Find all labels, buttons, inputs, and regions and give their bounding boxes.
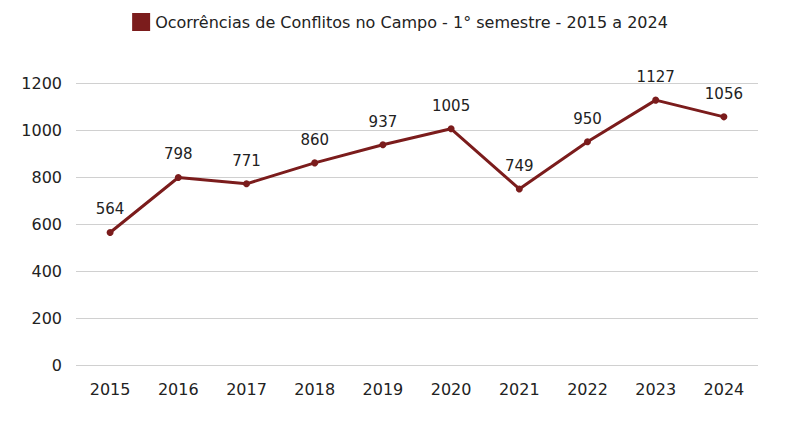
svg-text:800: 800 [31, 168, 62, 187]
svg-text:860: 860 [300, 131, 329, 149]
svg-text:1200: 1200 [21, 74, 62, 93]
svg-text:798: 798 [164, 145, 193, 163]
svg-text:0: 0 [52, 356, 62, 375]
svg-text:2024: 2024 [704, 380, 745, 399]
svg-text:771: 771 [232, 152, 261, 170]
svg-text:2019: 2019 [363, 380, 404, 399]
svg-text:2015: 2015 [90, 380, 131, 399]
svg-text:564: 564 [96, 200, 125, 218]
svg-text:2016: 2016 [158, 380, 199, 399]
svg-text:1127: 1127 [637, 68, 675, 86]
svg-text:2023: 2023 [635, 380, 676, 399]
svg-text:937: 937 [369, 113, 398, 131]
svg-text:1056: 1056 [705, 85, 743, 103]
svg-text:2018: 2018 [294, 380, 335, 399]
svg-text:2021: 2021 [499, 380, 540, 399]
svg-text:2020: 2020 [431, 380, 472, 399]
svg-text:200: 200 [31, 309, 62, 328]
svg-text:600: 600 [31, 215, 62, 234]
svg-text:1005: 1005 [432, 97, 470, 115]
svg-text:Ocorrências de Conflitos no Ca: Ocorrências de Conflitos no Campo - 1° s… [155, 13, 668, 32]
svg-text:1000: 1000 [21, 121, 62, 140]
svg-text:2017: 2017 [226, 380, 267, 399]
svg-text:2022: 2022 [567, 380, 608, 399]
svg-text:749: 749 [505, 157, 534, 175]
svg-text:400: 400 [31, 262, 62, 281]
svg-text:950: 950 [573, 110, 602, 128]
